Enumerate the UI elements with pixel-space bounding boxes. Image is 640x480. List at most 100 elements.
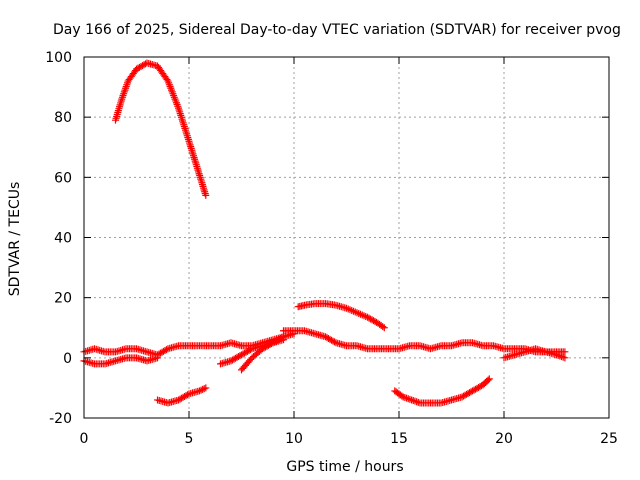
- data-point: [232, 354, 239, 362]
- data-point: [262, 343, 269, 351]
- data-point: [266, 341, 274, 349]
- data-point: [458, 393, 466, 401]
- data-point: [274, 336, 281, 344]
- x-tick-label: 5: [185, 431, 194, 447]
- data-point: [230, 355, 238, 363]
- data-point: [408, 396, 416, 404]
- data-point: [323, 334, 331, 342]
- data-point: [272, 337, 280, 345]
- y-tick-label: 100: [45, 50, 72, 66]
- y-tick-label: 20: [54, 291, 72, 307]
- data-point: [461, 391, 469, 399]
- data-point: [245, 347, 253, 355]
- data-point: [235, 353, 242, 361]
- y-tick-label: 0: [63, 351, 72, 367]
- data-point: [466, 389, 473, 397]
- data-point: [470, 386, 478, 394]
- data-point: [401, 394, 409, 402]
- data-point: [365, 314, 373, 322]
- data-point: [322, 333, 329, 341]
- data-point: [238, 351, 245, 359]
- y-tick-label: 60: [54, 170, 72, 186]
- data-point: [265, 341, 272, 349]
- data-point: [137, 62, 145, 70]
- data-point: [399, 393, 407, 401]
- data-point: [398, 392, 406, 400]
- data-point: [379, 323, 387, 331]
- data-point: [269, 339, 277, 347]
- data-point: [406, 395, 414, 403]
- data-point: [202, 191, 210, 199]
- data-point: [367, 315, 374, 323]
- data-point: [155, 350, 163, 358]
- data-point: [181, 393, 188, 401]
- data-point: [242, 348, 250, 356]
- data-point: [260, 344, 268, 352]
- data-point: [161, 347, 169, 355]
- data-point: [558, 353, 566, 361]
- data-point: [413, 398, 421, 406]
- data-point: [197, 386, 205, 394]
- data-point: [411, 397, 419, 405]
- data-point: [368, 316, 376, 324]
- data-point: [328, 336, 335, 344]
- series-arc-band-6: [500, 345, 569, 362]
- data-point: [554, 351, 562, 359]
- data-point: [154, 354, 161, 362]
- data-point: [473, 384, 481, 392]
- series-arc-mid-high: [294, 300, 388, 332]
- data-point: [485, 375, 493, 383]
- data-points: [80, 59, 569, 407]
- x-tick-label: 10: [285, 431, 303, 447]
- x-tick-label: 20: [495, 431, 513, 447]
- data-point: [157, 349, 164, 357]
- data-point: [134, 64, 142, 72]
- data-point: [326, 335, 334, 343]
- chart-title: Day 166 of 2025, Sidereal Day-to-day VTE…: [53, 22, 621, 38]
- data-point: [403, 394, 411, 402]
- data-point: [259, 345, 266, 353]
- x-tick-label: 25: [600, 431, 618, 447]
- data-point: [325, 334, 332, 342]
- data-point: [233, 353, 241, 361]
- data-point: [176, 395, 184, 403]
- y-tick-label: 80: [54, 110, 72, 126]
- data-point: [229, 356, 236, 364]
- data-point: [140, 61, 148, 69]
- data-point: [404, 395, 412, 403]
- data-point: [182, 392, 190, 400]
- data-point: [184, 391, 191, 399]
- data-point: [556, 352, 564, 360]
- series-arc-high: [112, 59, 210, 199]
- data-point: [175, 396, 182, 404]
- series-arc-band-4: [238, 330, 298, 374]
- data-point: [179, 393, 187, 401]
- data-point: [158, 348, 166, 356]
- data-point: [553, 351, 560, 359]
- data-point: [139, 62, 146, 70]
- data-point: [370, 317, 377, 325]
- series-arc-band-2: [80, 354, 161, 368]
- y-tick-label: 40: [54, 231, 72, 247]
- data-point: [484, 376, 492, 384]
- data-point: [241, 349, 248, 357]
- data-point: [263, 342, 271, 350]
- data-point: [199, 385, 207, 393]
- data-point: [271, 338, 278, 346]
- data-point: [236, 352, 244, 360]
- data-point: [178, 394, 185, 402]
- data-point: [414, 398, 422, 406]
- x-tick-label: 0: [80, 431, 89, 447]
- data-point: [227, 357, 235, 365]
- y-axis-label: SDTVAR / TECUs: [7, 182, 23, 297]
- data-point: [331, 338, 338, 346]
- data-point: [160, 347, 167, 355]
- data-point: [476, 383, 484, 391]
- data-point: [202, 384, 210, 392]
- data-point: [247, 346, 254, 354]
- data-point: [380, 324, 388, 332]
- data-point: [239, 350, 247, 358]
- data-point: [329, 337, 337, 345]
